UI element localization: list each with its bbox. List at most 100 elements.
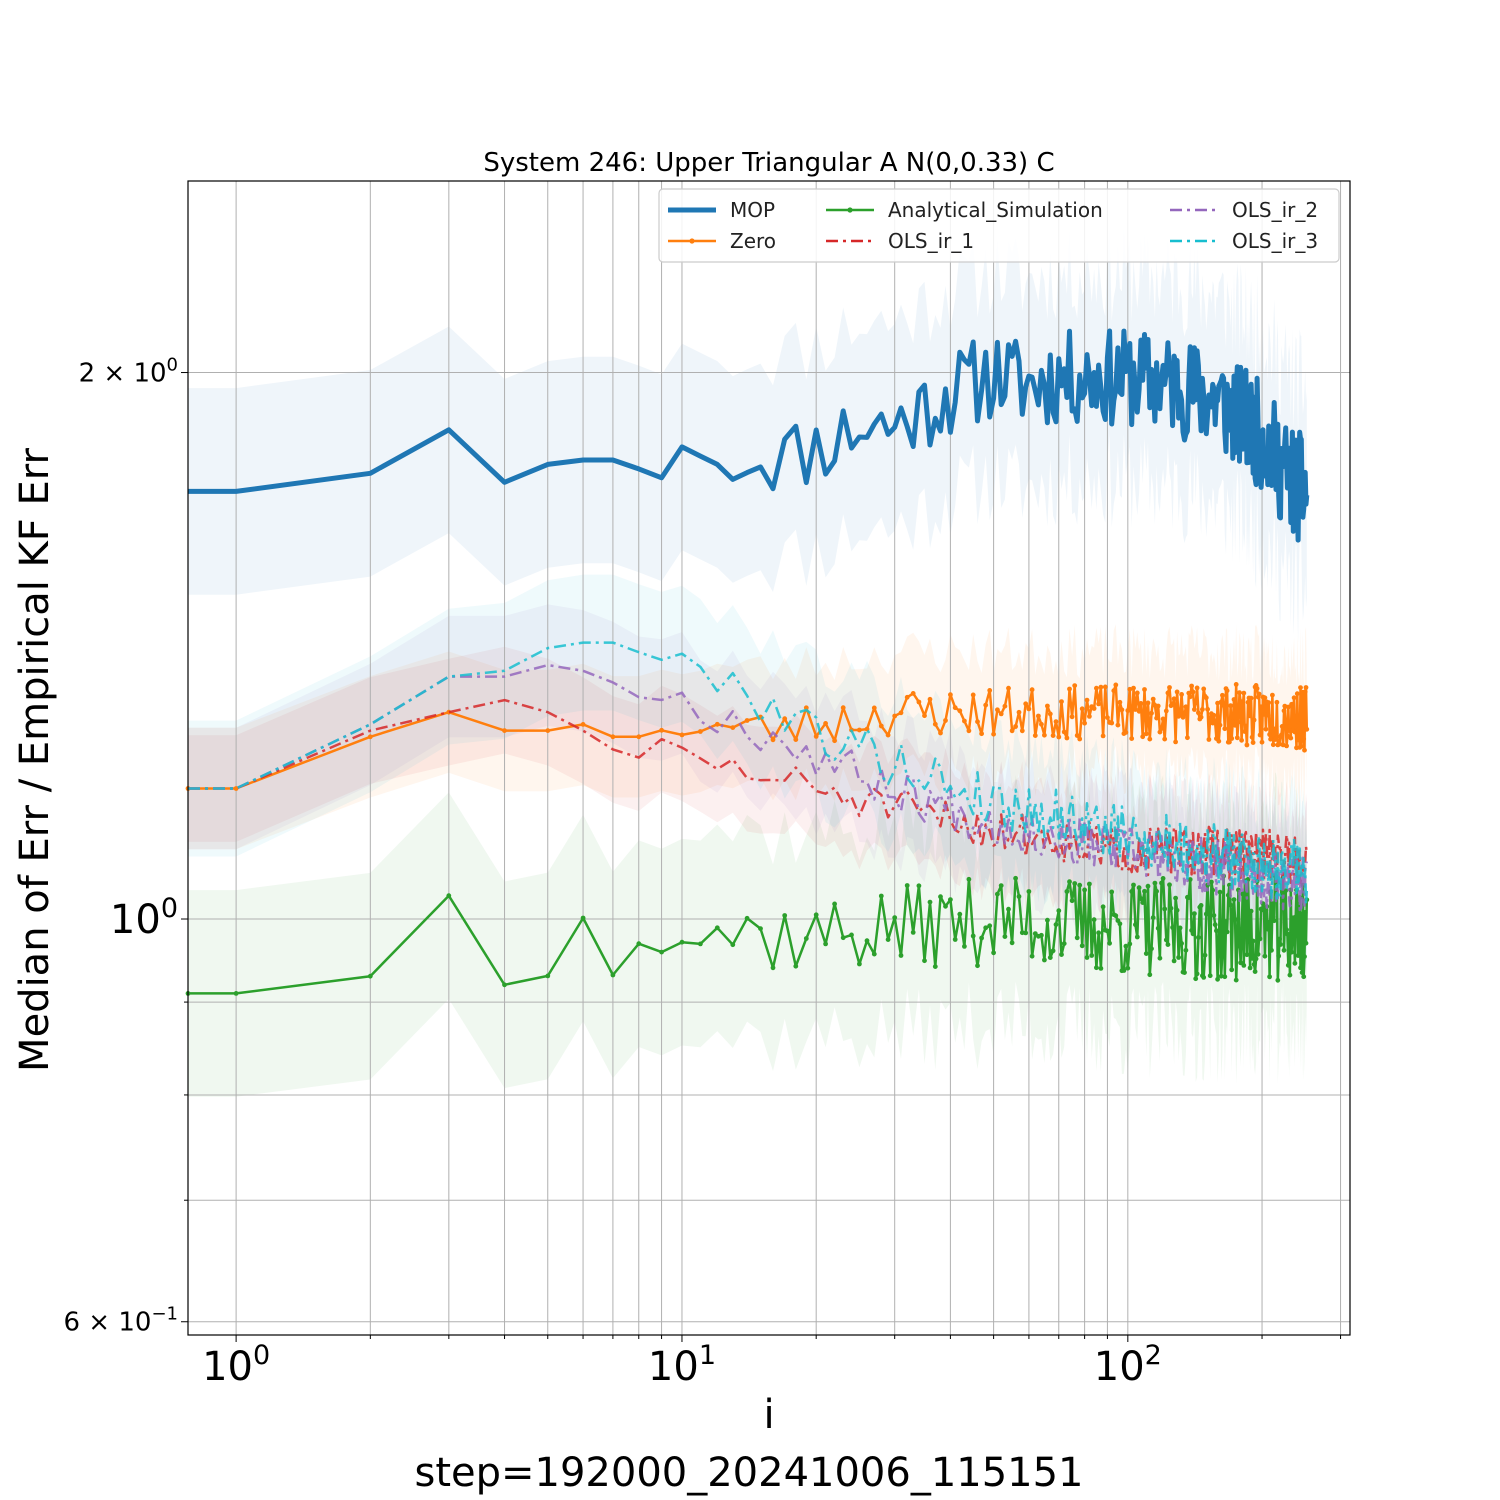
data-point xyxy=(1295,953,1301,958)
data-point xyxy=(1109,889,1115,895)
data-point xyxy=(1282,920,1288,926)
legend-entry-zero: Zero xyxy=(668,229,776,253)
data-point xyxy=(1216,738,1222,744)
data-point xyxy=(1229,736,1235,741)
data-point xyxy=(1237,935,1242,941)
confidence-band-ols-ir-2 xyxy=(188,604,1307,971)
data-point xyxy=(1214,928,1219,934)
data-point xyxy=(1059,952,1064,957)
data-point xyxy=(1211,913,1217,918)
legend-entry-ols-ir-3: OLS_ir_3 xyxy=(1170,229,1318,253)
data-point xyxy=(938,894,943,900)
data-point xyxy=(1275,977,1281,983)
data-point xyxy=(1284,927,1289,933)
data-point xyxy=(975,963,980,969)
data-point xyxy=(1002,934,1008,939)
data-point xyxy=(1079,706,1085,712)
data-point xyxy=(1113,682,1119,688)
data-point xyxy=(1074,733,1080,738)
data-point xyxy=(1302,689,1308,695)
data-point xyxy=(1131,882,1136,888)
data-point xyxy=(1222,726,1228,732)
data-point xyxy=(679,939,685,945)
data-point xyxy=(991,950,996,956)
data-point xyxy=(1212,922,1218,928)
data-point xyxy=(1084,955,1090,960)
data-point xyxy=(1301,736,1307,742)
data-point xyxy=(233,786,239,791)
data-point xyxy=(1061,729,1067,735)
data-point xyxy=(983,702,989,708)
data-point xyxy=(904,883,910,888)
data-point xyxy=(849,932,854,938)
data-point xyxy=(636,734,642,740)
data-point xyxy=(1016,709,1022,715)
data-point xyxy=(1117,921,1123,927)
data-point xyxy=(1217,722,1223,728)
data-point xyxy=(1251,962,1257,967)
data-point xyxy=(898,710,904,716)
data-point xyxy=(1271,726,1277,732)
data-point xyxy=(1163,708,1169,714)
data-point xyxy=(1266,920,1272,925)
data-point xyxy=(1298,743,1304,749)
data-point xyxy=(770,737,776,743)
data-point xyxy=(1059,699,1064,704)
legend-marker xyxy=(689,238,695,244)
data-point xyxy=(1133,707,1138,712)
data-point xyxy=(1098,684,1104,690)
data-point xyxy=(840,935,846,941)
data-point xyxy=(1276,953,1282,959)
data-point xyxy=(1232,722,1238,728)
data-point xyxy=(1192,707,1197,712)
data-point xyxy=(1241,963,1247,968)
data-point xyxy=(1140,734,1146,740)
data-point xyxy=(1023,701,1029,707)
data-point xyxy=(1152,880,1158,886)
data-point xyxy=(878,893,884,899)
data-point xyxy=(1279,732,1284,738)
x-tick-label: 102 xyxy=(1094,1340,1162,1390)
data-point xyxy=(1154,888,1159,894)
data-point xyxy=(1140,900,1146,905)
legend-label: Zero xyxy=(730,229,776,253)
data-point xyxy=(1270,742,1276,748)
data-point xyxy=(1098,966,1104,971)
data-point xyxy=(1185,735,1190,741)
data-point xyxy=(943,718,948,723)
data-point xyxy=(1294,691,1300,697)
data-point xyxy=(1125,965,1131,971)
data-point xyxy=(1247,965,1253,971)
data-point xyxy=(1179,692,1184,697)
data-point xyxy=(1087,881,1092,887)
data-point xyxy=(1039,721,1044,727)
data-point xyxy=(1206,911,1212,916)
data-point xyxy=(1064,889,1070,894)
data-point xyxy=(1221,703,1226,708)
data-point xyxy=(987,688,993,693)
data-point xyxy=(545,973,551,979)
data-point xyxy=(1192,911,1197,916)
legend-marker xyxy=(847,207,853,213)
data-point xyxy=(1303,940,1309,946)
data-point xyxy=(1196,710,1201,716)
data-point xyxy=(1249,956,1255,961)
data-point xyxy=(1131,685,1136,691)
data-point xyxy=(1239,931,1244,936)
data-point xyxy=(1042,732,1047,738)
confidence-band-zero xyxy=(188,623,1307,850)
data-point xyxy=(1296,729,1302,735)
data-point xyxy=(1072,683,1078,688)
data-point xyxy=(1201,686,1207,692)
data-point xyxy=(502,982,507,988)
data-point xyxy=(1170,925,1175,930)
data-point xyxy=(970,692,976,698)
data-point xyxy=(1234,944,1240,949)
data-point xyxy=(1129,889,1135,894)
data-point xyxy=(1067,879,1072,885)
data-point xyxy=(1117,699,1123,705)
data-point xyxy=(1249,734,1255,740)
data-point xyxy=(1299,718,1305,724)
data-point xyxy=(1202,952,1208,958)
